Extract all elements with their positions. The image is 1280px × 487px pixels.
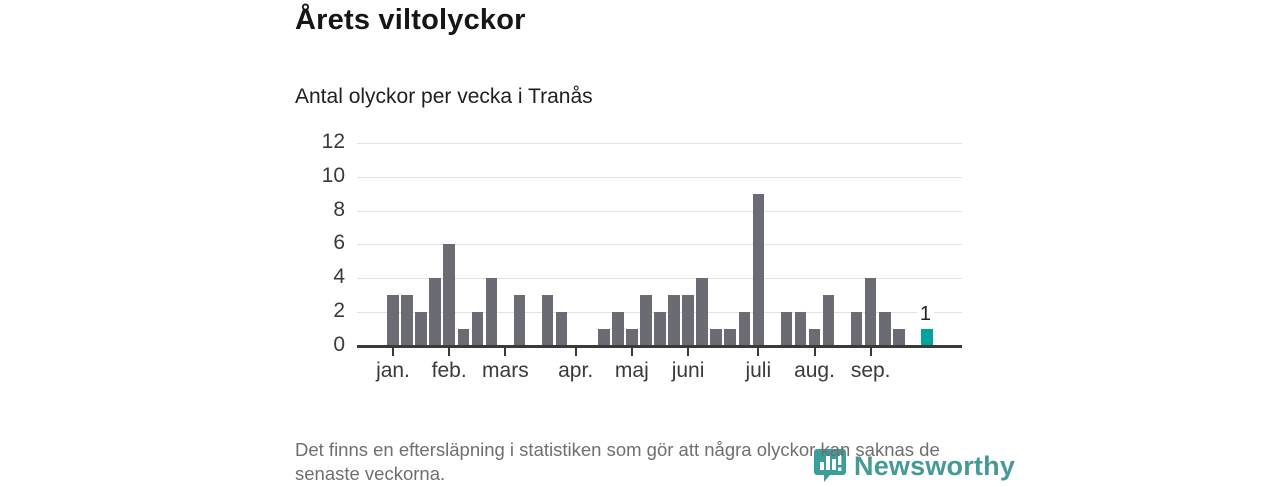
bar-week-22 <box>682 295 694 346</box>
bar-week-4 <box>429 278 441 346</box>
bar-week-35 <box>864 278 877 346</box>
bar-week-13 <box>555 312 568 346</box>
y-tick-label-8: 8 <box>333 197 345 221</box>
bar-week-27 <box>752 193 765 346</box>
bar-week-19 <box>640 295 652 346</box>
bar-week-29 <box>780 312 793 346</box>
bar-week-18 <box>626 329 638 346</box>
x-tick-jan <box>392 348 394 356</box>
y-tick-label-4: 4 <box>333 265 345 289</box>
x-tick-label-jan: jan. <box>376 359 410 382</box>
bar-week-8 <box>485 278 498 346</box>
bar-week-2 <box>401 295 413 346</box>
footnote: Det finns en eftersläpning i statistiken… <box>295 438 985 487</box>
x-tick-label-feb: feb. <box>431 359 467 382</box>
x-tick-sep <box>869 348 872 356</box>
x-tick-maj <box>630 348 633 356</box>
bar-week-6 <box>457 329 469 346</box>
bar-week-24 <box>710 329 722 346</box>
y-tick-label-6: 6 <box>333 231 345 255</box>
chart-subtitle: Antal olyckor per vecka i Tranås <box>295 85 593 108</box>
gridline-y-8 <box>357 210 962 212</box>
x-tick-aug <box>813 348 816 356</box>
x-tick-label-maj: maj <box>614 359 649 382</box>
bar-week-36 <box>879 312 891 346</box>
chart-title: Årets viltolyckor <box>295 4 526 36</box>
bar-week-30 <box>794 312 807 346</box>
x-tick-juli <box>757 348 760 356</box>
y-tick-label-2: 2 <box>333 299 345 323</box>
bar-week-12 <box>541 295 554 346</box>
bar-week-25 <box>724 329 736 346</box>
footnote-line2: senaste veckorna. <box>295 463 446 485</box>
x-tick-mars <box>504 348 507 356</box>
x-axis-baseline <box>357 345 962 348</box>
gridline-y-6 <box>357 244 962 246</box>
bar-week-32 <box>822 295 835 346</box>
footnote-line1: Det finns en eftersläpning i statistiken… <box>295 439 940 460</box>
y-tick-label-0: 0 <box>333 333 345 356</box>
bar-week-39 <box>921 329 933 346</box>
y-tick-label-10: 10 <box>321 163 345 187</box>
bar-week-23 <box>696 278 708 346</box>
bar-week-1 <box>387 295 399 346</box>
bar-week-16 <box>598 329 610 346</box>
x-tick-label-aug: aug. <box>794 359 835 382</box>
bar-week-20 <box>654 312 666 346</box>
bar-week-10 <box>513 295 526 346</box>
bar-week-5 <box>443 244 455 346</box>
bar-week-37 <box>893 329 905 346</box>
gridline-y-10 <box>357 176 962 178</box>
x-tick-label-mars: mars <box>482 359 529 382</box>
bar-week-3 <box>415 312 427 346</box>
newsworthy-logo-icon <box>812 446 848 487</box>
newsworthy-logo-text: Newsworthy <box>854 451 1016 481</box>
x-tick-feb <box>448 348 451 356</box>
gridline-y-4 <box>357 278 962 280</box>
x-tick-apr <box>574 348 577 356</box>
bar-week-7 <box>471 312 484 346</box>
newsworthy-logo: Newsworthy <box>812 446 1015 487</box>
x-tick-label-juni: juni <box>671 359 705 382</box>
bar-week-34 <box>850 312 863 346</box>
bar-week-26 <box>738 312 750 346</box>
bar-week-21 <box>668 295 680 346</box>
x-tick-label-juli: juli <box>745 359 772 382</box>
last-bar-value-label: 1 <box>916 303 935 327</box>
y-tick-label-12: 12 <box>321 129 345 153</box>
x-tick-juni <box>687 348 690 356</box>
gridline-y-12 <box>357 142 962 144</box>
bar-week-31 <box>808 329 821 346</box>
bar-week-17 <box>612 312 624 346</box>
x-tick-label-apr: apr. <box>558 359 594 382</box>
x-tick-label-sep: sep. <box>850 359 891 382</box>
